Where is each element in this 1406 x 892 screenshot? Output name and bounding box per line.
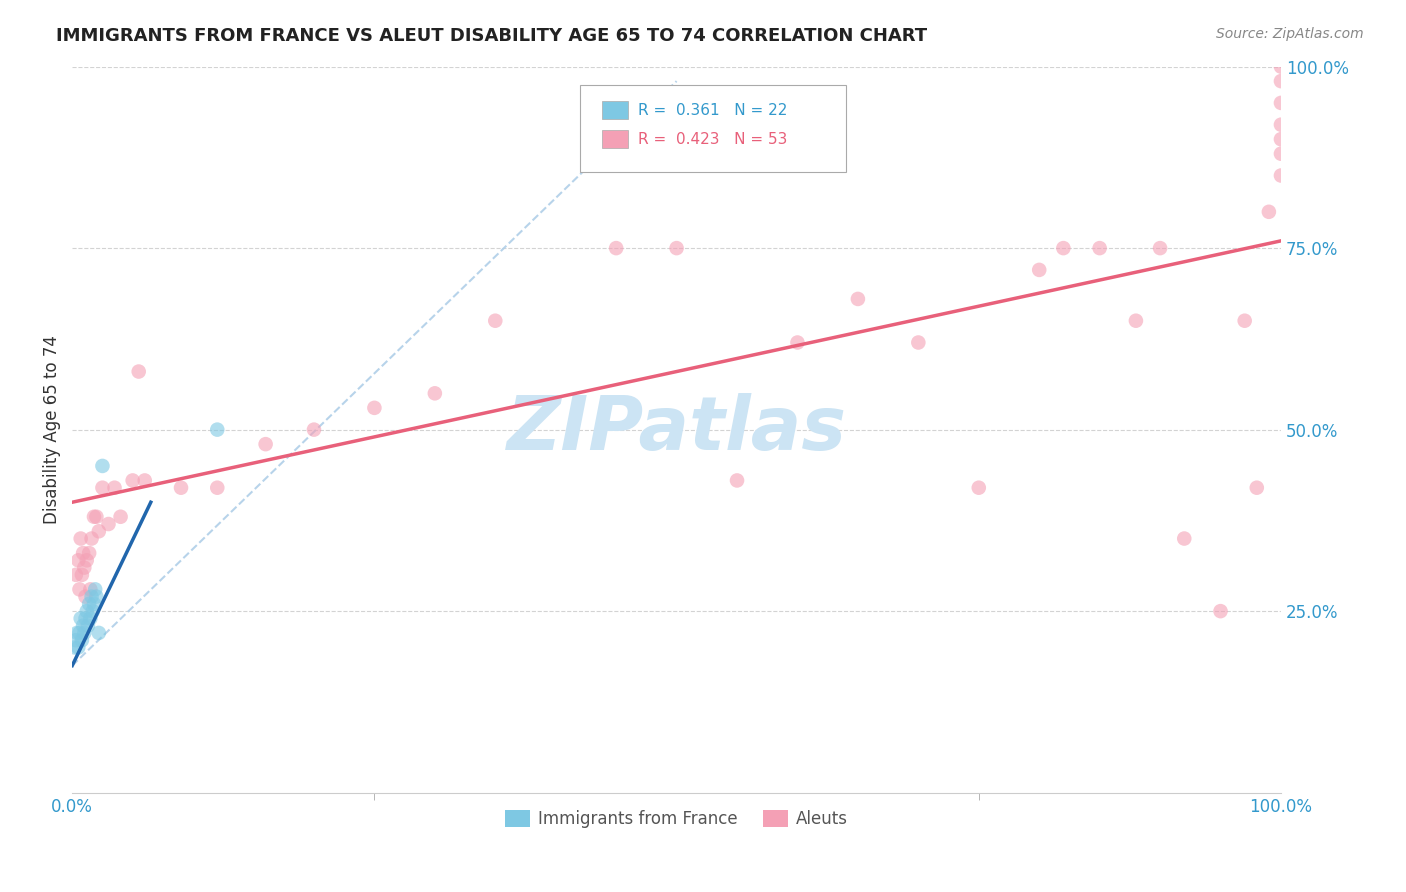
Bar (602, 101, 628, 120)
Point (65, 567, 87, 582)
Point (1270, 169, 1292, 183)
Point (605, 241, 627, 255)
FancyBboxPatch shape (579, 85, 846, 172)
Point (76, 604, 98, 618)
Point (79, 582, 101, 597)
Point (1173, 532, 1195, 546)
Point (91, 481, 114, 495)
Point (77, 597, 100, 611)
Point (1125, 314, 1147, 328)
Point (134, 474, 156, 488)
Point (1270, 74, 1292, 88)
Point (363, 401, 385, 415)
Point (110, 509, 132, 524)
Point (72, 546, 94, 560)
Point (1270, 146, 1292, 161)
Point (725, 474, 748, 488)
Point (83, 509, 105, 524)
Point (80, 590, 103, 604)
Point (77, 618, 100, 632)
Point (1270, 95, 1292, 110)
Point (1052, 241, 1074, 255)
Point (75, 611, 97, 625)
Text: IMMIGRANTS FROM FRANCE VS ALEUT DISABILITY AGE 65 TO 74 CORRELATION CHART: IMMIGRANTS FROM FRANCE VS ALEUT DISABILI… (56, 27, 928, 45)
Point (1028, 263, 1050, 277)
Point (1257, 204, 1279, 219)
Point (86, 509, 108, 524)
Point (87, 626, 110, 640)
Point (75, 590, 97, 604)
Legend: Immigrants from France, Aleuts: Immigrants from France, Aleuts (498, 804, 855, 835)
Point (86, 590, 108, 604)
Text: R =  0.361   N = 22: R = 0.361 N = 22 (638, 103, 787, 118)
Point (1088, 241, 1111, 255)
Point (69, 582, 91, 597)
Point (80, 532, 103, 546)
Point (83, 597, 105, 611)
Point (1270, 60, 1292, 74)
Point (77, 546, 100, 560)
Point (66, 626, 89, 640)
Point (786, 335, 808, 350)
Point (1233, 314, 1256, 328)
Point (302, 423, 325, 437)
Point (1246, 481, 1268, 495)
Point (87, 524, 110, 539)
Point (67, 553, 90, 567)
Point (73, 626, 96, 640)
Bar (602, 130, 628, 148)
Point (69, 532, 91, 546)
Point (82, 604, 104, 618)
Point (207, 481, 229, 495)
Point (665, 241, 688, 255)
Point (846, 292, 869, 306)
Text: Source: ZipAtlas.com: Source: ZipAtlas.com (1216, 27, 1364, 41)
Point (1270, 118, 1292, 132)
Point (91, 458, 114, 473)
Point (69, 611, 91, 625)
Point (484, 314, 506, 328)
Text: R =  0.423   N = 53: R = 0.423 N = 53 (638, 132, 787, 146)
Point (67, 640, 90, 655)
Point (72, 618, 94, 632)
Point (84, 582, 107, 597)
Point (65, 633, 87, 648)
Point (1270, 132, 1292, 146)
Point (97, 516, 120, 531)
Y-axis label: Disability Age 65 to 74: Disability Age 65 to 74 (44, 335, 60, 524)
Point (121, 474, 143, 488)
Point (207, 423, 229, 437)
Point (70, 567, 93, 582)
Point (907, 335, 929, 350)
Point (423, 386, 446, 401)
Point (63, 640, 86, 655)
Point (128, 365, 150, 379)
Point (76, 553, 98, 567)
Point (69, 626, 91, 640)
Point (1209, 604, 1232, 618)
Point (70, 633, 93, 648)
Point (254, 437, 277, 451)
Point (1149, 241, 1171, 255)
Point (79, 611, 101, 625)
Point (73, 560, 96, 574)
Point (967, 481, 990, 495)
Text: ZIPatlas: ZIPatlas (506, 393, 846, 467)
Point (103, 481, 125, 495)
Point (170, 481, 193, 495)
